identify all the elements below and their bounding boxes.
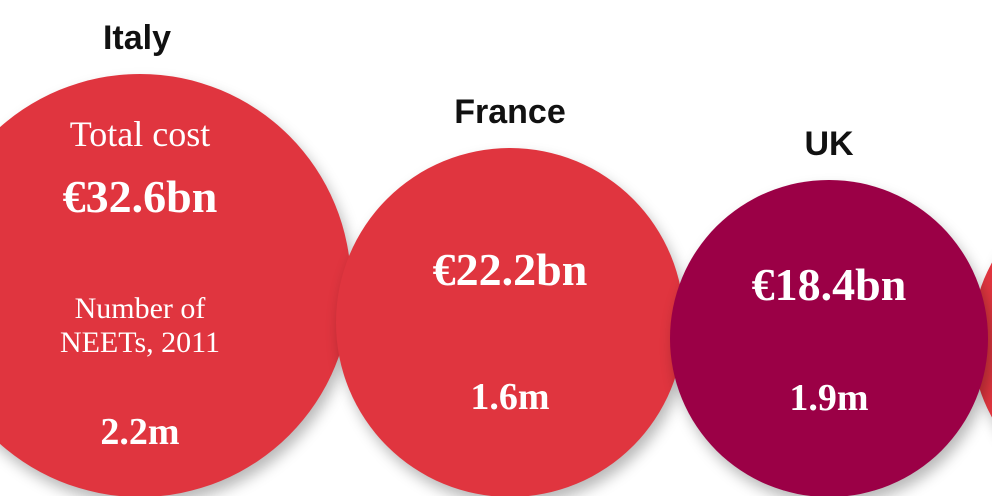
country-label: Italy <box>102 19 172 58</box>
country-label: UK <box>804 124 854 163</box>
bubble <box>670 179 988 496</box>
bubble <box>0 74 352 496</box>
neets-value: 1.9m <box>789 377 869 419</box>
cost-value: €32.6bn <box>62 171 218 222</box>
cost-label: Total cost <box>69 114 211 154</box>
country-label: France <box>454 93 566 132</box>
cost-value: €22.2bn <box>432 243 588 295</box>
cost-value: €18.4bn <box>751 259 907 311</box>
neets-value: 1.6m <box>470 376 550 418</box>
neets-value: 2.2m <box>100 411 180 453</box>
neets-label: Number of NEETs, 2011 <box>59 292 221 359</box>
bubble <box>335 148 685 496</box>
